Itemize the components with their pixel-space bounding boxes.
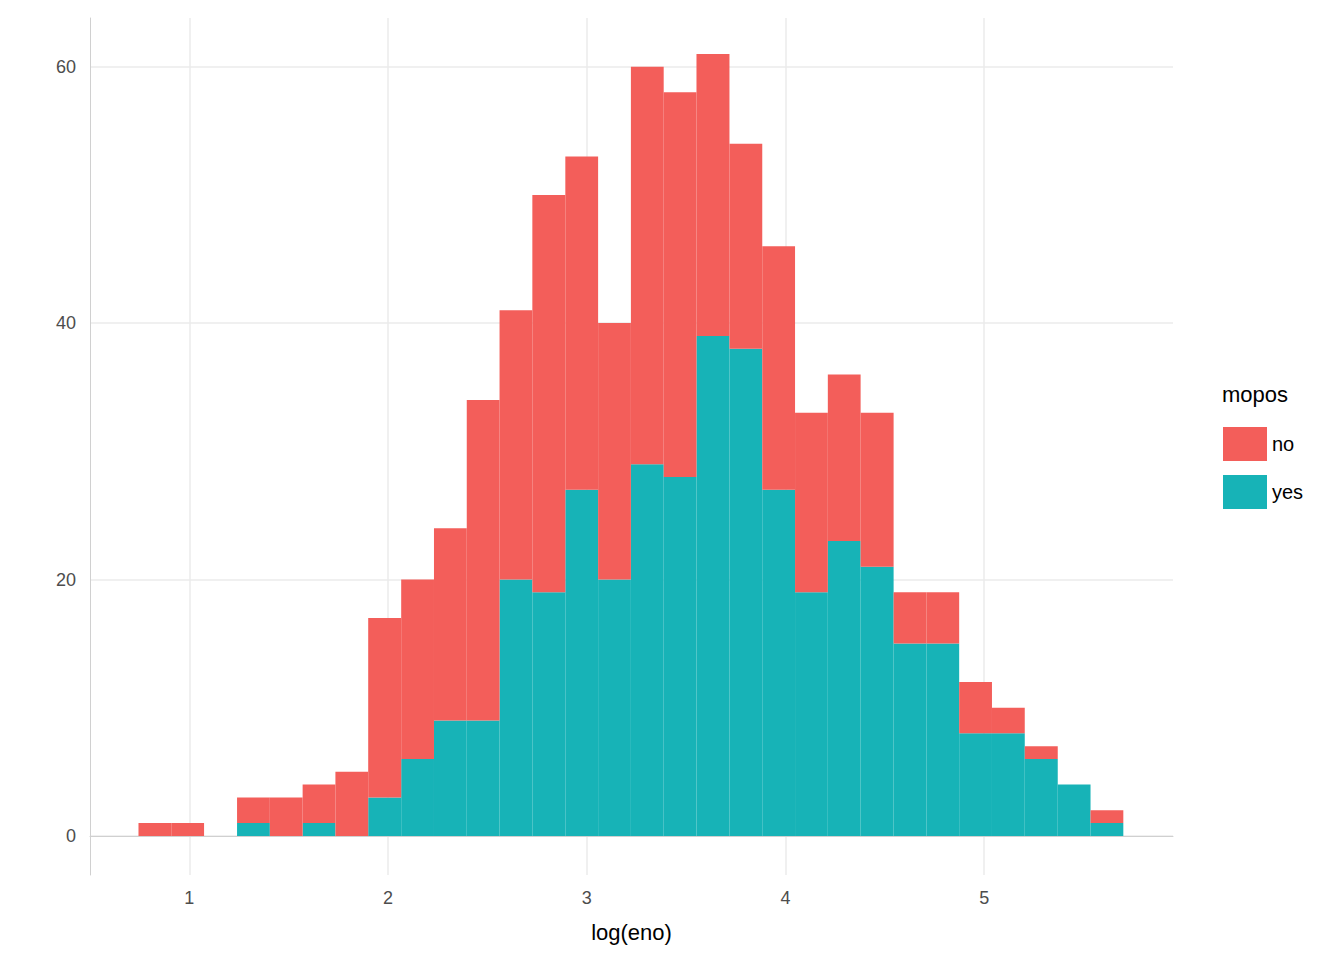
svg-text:60: 60 [56, 57, 76, 77]
svg-text:log(eno): log(eno) [591, 920, 672, 945]
svg-text:5: 5 [979, 888, 989, 908]
svg-text:no: no [1272, 433, 1294, 455]
svg-text:3: 3 [582, 888, 592, 908]
svg-text:1: 1 [184, 888, 194, 908]
svg-text:2: 2 [383, 888, 393, 908]
svg-text:20: 20 [56, 570, 76, 590]
svg-text:0: 0 [66, 826, 76, 846]
svg-text:mopos: mopos [1222, 382, 1288, 407]
svg-text:yes: yes [1272, 481, 1303, 503]
svg-text:4: 4 [780, 888, 790, 908]
svg-text:40: 40 [56, 313, 76, 333]
